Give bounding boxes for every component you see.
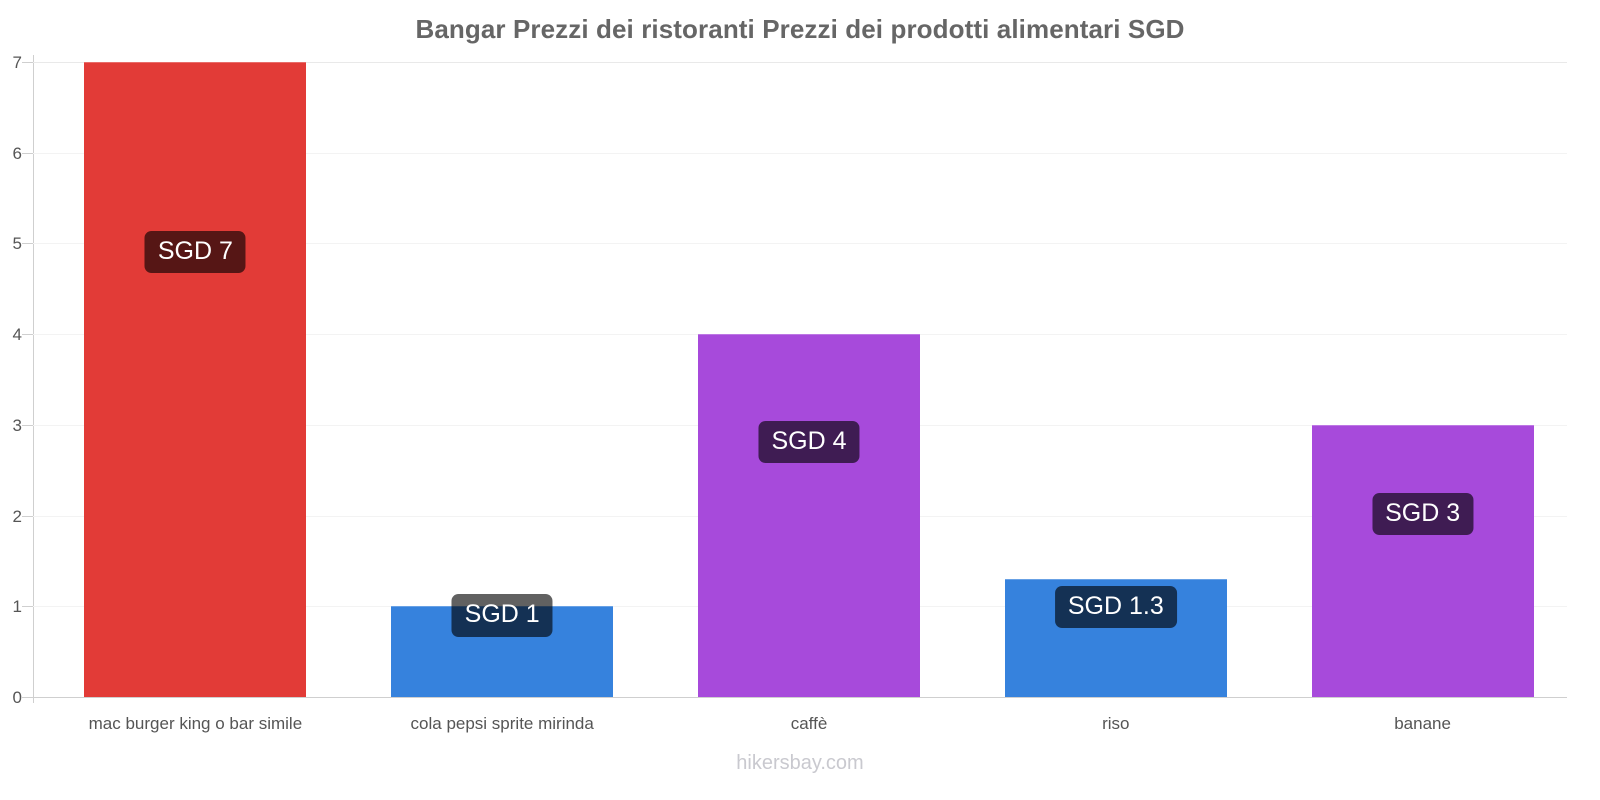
bar-top-edge: [1311, 424, 1534, 426]
x-axis-category-label: caffè: [790, 714, 828, 733]
plot-area: [33, 62, 1567, 697]
y-tick-mark: [22, 515, 33, 517]
bar-value-label: SGD 1: [451, 594, 553, 637]
x-axis-category-label: mac burger king o bar simile: [88, 714, 303, 733]
x-axis-category-label: cola pepsi sprite mirinda: [410, 714, 594, 733]
bar-top-edge: [84, 62, 307, 63]
y-tick-mark: [22, 424, 33, 426]
x-axis-line: [22, 697, 1567, 698]
bar-value-label: SGD 1.3: [1054, 586, 1177, 629]
y-tick-mark: [22, 334, 33, 336]
x-axis-category-label: riso: [1102, 714, 1130, 733]
bar-top-edge: [698, 334, 920, 336]
y-tick-mark: [22, 243, 33, 245]
y-axis-tick-label: 6: [12, 143, 22, 163]
y-tick-mark: [22, 697, 33, 698]
footer-source: hikersbay.com: [736, 752, 864, 774]
y-axis-tick-label: 0: [12, 688, 22, 707]
gridline: [33, 243, 1567, 245]
y-axis-line: [33, 55, 34, 703]
y-axis-tick-label: 5: [12, 234, 22, 254]
y-tick-mark: [22, 606, 33, 608]
y-axis-tick-label: 7: [12, 53, 22, 72]
x-axis-category-label: banane: [1394, 714, 1451, 733]
bar[interactable]: [84, 62, 307, 697]
bar-value-label: SGD 7: [144, 230, 246, 273]
page-title: Bangar Prezzi dei ristoranti Prezzi dei …: [415, 14, 1185, 44]
bar-value-label: SGD 3: [1372, 492, 1474, 535]
gridline: [33, 62, 1567, 63]
y-axis-tick-label: 4: [12, 325, 22, 345]
gridline: [33, 152, 1567, 154]
bar-value-label: SGD 4: [758, 421, 860, 464]
y-axis-tick-label: 1: [12, 597, 22, 617]
bar[interactable]: [698, 334, 920, 697]
y-axis-tick-label: 2: [12, 506, 22, 526]
y-axis-tick-label: 3: [12, 415, 22, 435]
y-tick-mark: [22, 62, 33, 63]
bar-top-edge: [1004, 579, 1227, 581]
bar[interactable]: [1311, 424, 1534, 697]
y-tick-mark: [22, 152, 33, 154]
